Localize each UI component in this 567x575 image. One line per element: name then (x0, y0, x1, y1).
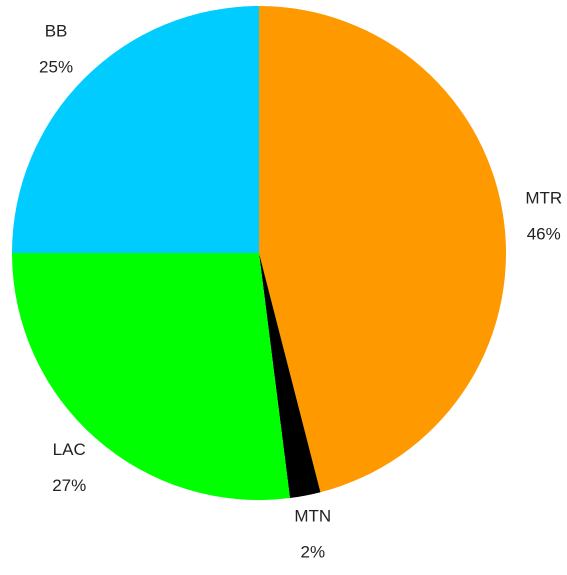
slice-value-label: 27% (52, 476, 86, 495)
slice-category-label: MTN (294, 506, 331, 525)
slice-category-label: MTR (525, 189, 562, 208)
slice-value-label: 25% (39, 58, 73, 77)
pie-slice (259, 253, 321, 499)
slice-category-label: BB (45, 22, 68, 41)
pie-slice (12, 253, 290, 501)
pie-slice (259, 6, 507, 493)
slice-category-label: LAC (53, 440, 86, 459)
slice-value-label: 2% (300, 542, 325, 561)
pie-slice (12, 6, 259, 253)
slice-value-label: 46% (527, 225, 561, 244)
